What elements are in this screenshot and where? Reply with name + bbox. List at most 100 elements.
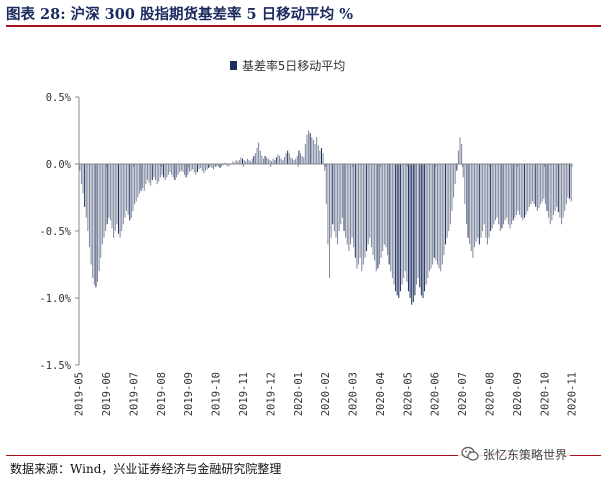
bar [377, 164, 379, 269]
bar [569, 164, 571, 199]
x-tick-label: 2020-01 [293, 372, 305, 416]
bar [390, 164, 392, 272]
bar [438, 164, 440, 269]
bar [233, 162, 235, 164]
bar [399, 164, 401, 292]
bar [184, 164, 186, 175]
bar [258, 142, 260, 164]
bar [290, 157, 292, 164]
bar [271, 161, 273, 164]
bar [398, 164, 400, 298]
bar [395, 164, 397, 292]
bar [382, 164, 384, 252]
bar [217, 164, 219, 167]
bar [174, 164, 176, 181]
bar [150, 164, 152, 186]
bar [396, 164, 398, 296]
bar [561, 164, 563, 225]
bar [245, 161, 247, 164]
bar [375, 164, 377, 272]
bar [448, 164, 450, 231]
bar [504, 164, 506, 221]
bar [337, 164, 339, 245]
bar [122, 164, 124, 225]
wechat-icon [461, 446, 479, 461]
axes-group: 0.5% 0.0% -0.5% -1.0% -1.5%2019-05 2019-06 201… [39, 92, 578, 416]
bar [428, 164, 430, 272]
bar [414, 164, 416, 296]
bar [419, 164, 421, 288]
x-tick-label: 2020-10 [539, 372, 551, 416]
bar [143, 164, 145, 191]
figure-title: 图表 28: 沪深 300 股指期货基差率 5 日移动平均 % [6, 6, 354, 23]
bar [182, 164, 184, 173]
bar [387, 164, 389, 256]
bar [312, 139, 314, 164]
bar [164, 164, 166, 181]
bar [221, 164, 223, 167]
bar [124, 164, 126, 218]
bar [192, 164, 194, 170]
watermark-text: 张忆东策略世界 [483, 447, 568, 462]
bar [488, 164, 490, 238]
bar [161, 164, 163, 175]
bar [240, 157, 242, 164]
bars-group [79, 130, 572, 305]
bar [235, 159, 237, 164]
bar [175, 164, 177, 178]
bar [106, 164, 108, 225]
bar [456, 164, 458, 171]
bar [441, 164, 443, 265]
bar [515, 164, 517, 215]
bar [367, 164, 369, 245]
bar [146, 164, 148, 181]
bar [262, 158, 264, 164]
y-tick-label: -1.0% [39, 293, 71, 305]
bar [546, 164, 548, 211]
bar [172, 164, 174, 178]
bar [388, 164, 390, 265]
bar [126, 164, 128, 211]
bar [213, 164, 215, 170]
source-note: 数据来源：Wind，兴业证券经济与金融研究院整理 [10, 462, 282, 476]
bar [159, 164, 161, 178]
bar [477, 164, 479, 238]
bar [82, 164, 84, 194]
bar [345, 164, 347, 238]
bar [383, 164, 385, 245]
bar [232, 161, 234, 164]
x-tick-label: 2020-04 [375, 372, 387, 416]
x-tick-label: 2019-07 [128, 372, 140, 416]
bar [341, 164, 343, 218]
y-tick-label: 0.0% [46, 159, 72, 171]
bar [540, 164, 542, 205]
bar [153, 164, 155, 178]
bar [193, 164, 195, 173]
bar [512, 164, 514, 221]
y-tick-label: -0.5% [39, 226, 71, 238]
bar [303, 157, 305, 164]
bar [430, 164, 432, 269]
bar [267, 158, 269, 164]
bar [203, 164, 205, 174]
bar [467, 164, 469, 238]
bar [148, 164, 150, 183]
bar [465, 164, 467, 225]
bar [116, 164, 118, 225]
bar [425, 164, 427, 285]
bar [253, 155, 255, 164]
bar [264, 155, 266, 164]
bar [90, 164, 92, 265]
bar [198, 164, 200, 170]
legend-label: 基差率5日移动平均 [242, 58, 345, 73]
bar [129, 164, 131, 221]
bar [293, 159, 295, 164]
bar [117, 164, 119, 234]
bar [206, 164, 208, 170]
bar [366, 164, 368, 252]
bar [308, 130, 310, 164]
bar [453, 164, 455, 198]
bar [92, 164, 94, 278]
bar [216, 164, 218, 166]
bar [440, 164, 442, 272]
